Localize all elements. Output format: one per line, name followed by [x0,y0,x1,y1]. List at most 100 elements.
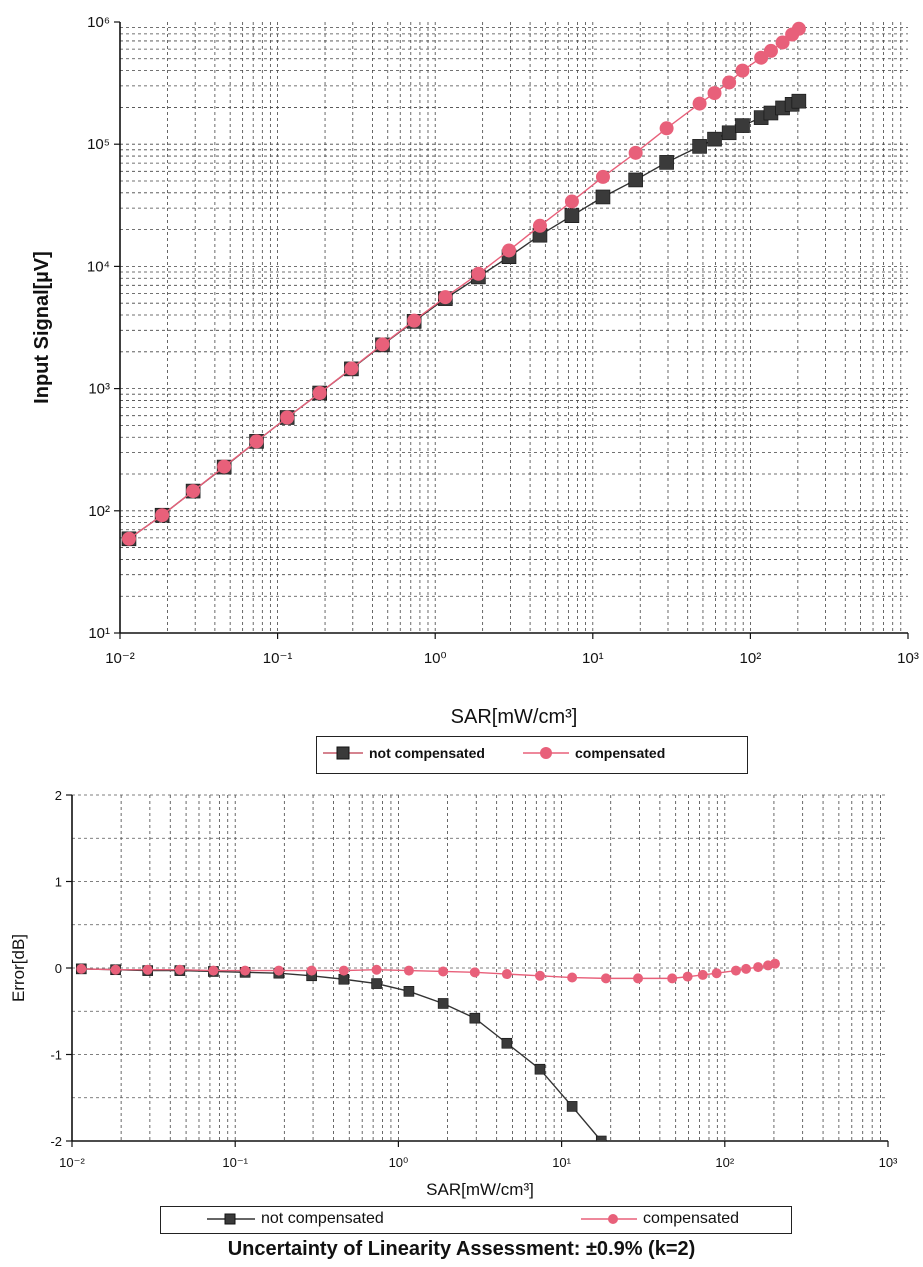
data-point-square [721,125,737,141]
data-point-circle [121,531,136,546]
x-tick-label: 10² [740,650,762,667]
data-point-circle [471,266,486,281]
bottom-legend: not compensated compensated [160,1206,792,1234]
legend-label-not-compensated-bottom: not compensated [261,1210,384,1227]
data-point-circle [249,434,264,449]
data-point-circle [338,965,349,976]
data-point-circle [600,973,611,984]
x-tick-label: 10⁻¹ [263,650,293,667]
x-tick-label: 10³ [897,650,919,667]
data-point-circle [438,966,449,977]
data-point-circle [769,958,780,969]
data-point-circle [469,967,480,978]
data-point-square [564,208,580,223]
data-point-circle [722,75,737,90]
legend-label-compensated-bottom: compensated [643,1210,740,1227]
data-point-circle [155,508,170,523]
data-point-circle [754,50,769,65]
y-tick-label: -2 [50,1134,62,1149]
data-point-circle [186,484,201,499]
data-point-circle [659,121,674,136]
uncertainty-note: Uncertainty of Linearity Assessment: ±0.… [227,1238,696,1260]
data-point-square [735,118,750,133]
data-point-circle [142,964,153,975]
legend-label-not-compensated: not compensated [369,745,485,761]
data-point-square [437,998,449,1009]
legend-label-compensated: compensated [575,745,666,761]
data-point-circle [534,970,545,981]
data-point-circle [633,973,644,984]
y-tick-label: 10⁶ [87,14,110,31]
x-tick-label: 10³ [879,1155,898,1170]
data-point-square [371,978,382,989]
x-tick-label: 10¹ [582,650,604,667]
data-point-circle [567,972,578,983]
data-point-circle [707,86,722,101]
legend-item-not-compensated: not compensated [323,745,485,761]
data-point-square [595,1135,607,1141]
data-point-circle [667,973,678,984]
data-point-square [595,189,611,205]
x-tick-label: 10⁰ [424,650,447,667]
grid [72,794,888,1142]
x-tick-label: 10⁻¹ [222,1155,248,1170]
data-point-square [791,93,807,109]
data-point-square [338,973,350,985]
x-tick-label: 10² [715,1155,734,1170]
data-point-circle [306,965,317,976]
data-point-square [501,1037,513,1049]
data-point-circle [501,969,512,980]
error-chart: 10⁻² 10⁻¹ 10⁰ 10¹ 10² 10³ -2 -1 0 1 2 SAR[mW/cm³] Er… [9,788,898,1199]
data-point-circle [763,43,778,58]
legend-item-not-compensated-bottom: not compensated [207,1210,384,1228]
data-point-circle [741,963,752,974]
input-signal-chart: 10⁻² 10⁻¹ 10⁰ 10¹ 10² 10³ 10¹ 10² 10³ 10⁴ 10⁵ 10⁶ SA… [31,14,919,728]
data-point-circle [532,218,547,233]
data-point-circle [438,290,453,305]
x-tick-label: 10⁻² [59,1155,85,1170]
data-point-circle [403,965,414,976]
data-point-circle [312,386,327,401]
data-point-circle [628,145,643,160]
y-tick-label: -1 [50,1048,62,1063]
y-tick-label: 10³ [88,381,110,398]
data-point-circle [564,194,579,209]
data-point-circle [730,965,741,976]
top-legend: not compensated compensated [316,736,748,774]
data-point-circle [775,35,790,50]
data-point-circle [407,313,422,328]
data-point-circle [208,965,219,976]
y-axis-label: Error[dB] [9,934,28,1002]
series-compensated [121,21,806,546]
data-point-square [692,139,707,154]
data-point-circle [217,459,232,474]
data-point-circle [697,969,708,980]
data-point-square [628,172,643,188]
y-tick-label: 10⁵ [87,136,110,153]
data-point-circle [692,96,707,111]
data-point-square [469,1012,481,1024]
series-line [81,968,602,1141]
data-point-circle [753,962,764,973]
series-not-compensated [75,963,607,1141]
data-point-circle [280,410,295,425]
data-point-circle [110,964,121,975]
x-tick-label: 10¹ [552,1155,571,1170]
data-point-circle [273,965,284,976]
y-axis-label: Input Signal[µV] [31,251,53,404]
x-tick-label: 10⁰ [389,1155,409,1170]
x-tick-label: 10⁻² [105,650,135,667]
data-point-circle [735,63,750,78]
y-tick-label: 10² [88,503,110,520]
data-point-circle [76,963,87,974]
square-marker-icon [207,1213,255,1225]
y-tick-label: 10⁴ [87,258,110,275]
y-tick-label: 2 [55,788,62,803]
y-tick-label: 0 [55,961,62,976]
data-point-square [403,986,415,997]
data-point-circle [371,964,382,975]
data-point-circle [502,243,517,258]
y-tick-label: 1 [55,875,62,890]
data-point-circle [682,971,693,982]
square-marker-icon [323,746,363,760]
